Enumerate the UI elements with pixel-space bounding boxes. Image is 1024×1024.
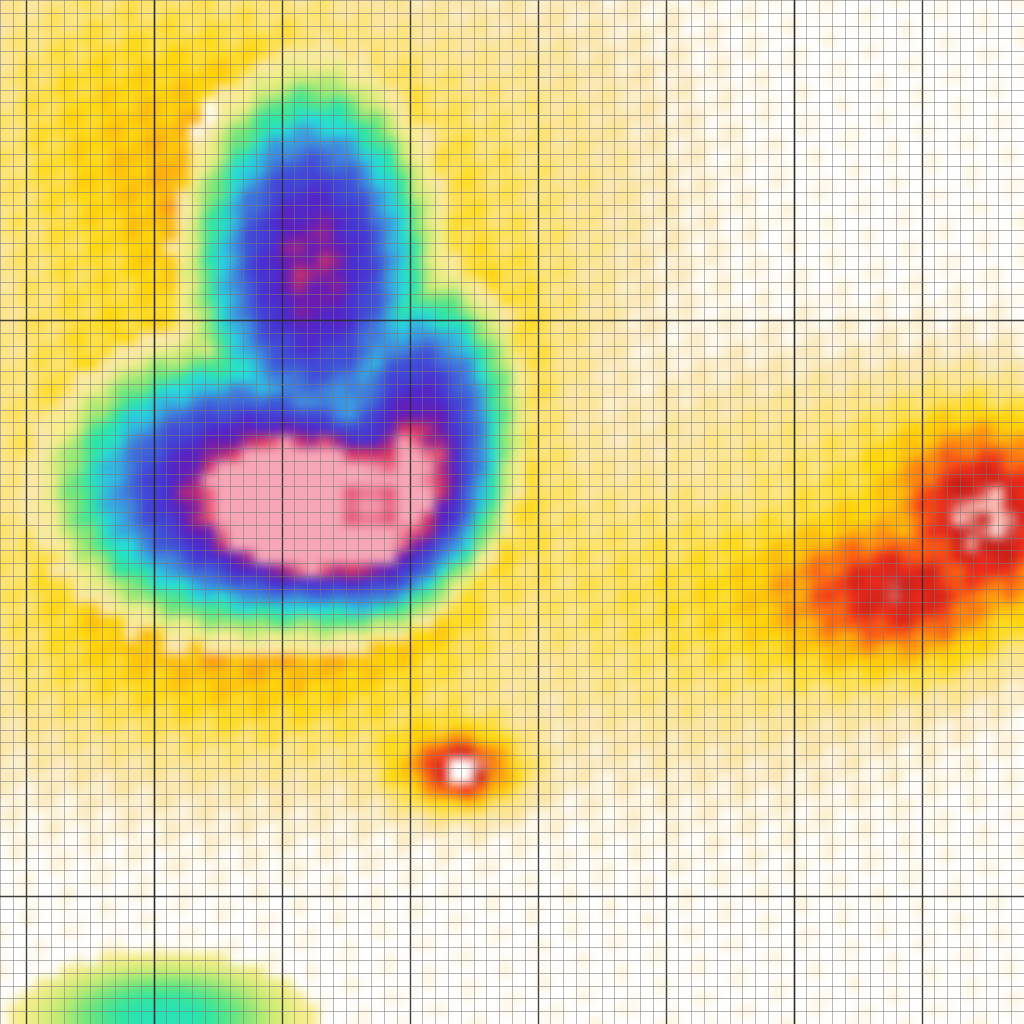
heatmap-plot [0, 0, 1024, 1024]
grid-overlay [0, 0, 1024, 1024]
heatmap-cells [0, 0, 1024, 1024]
